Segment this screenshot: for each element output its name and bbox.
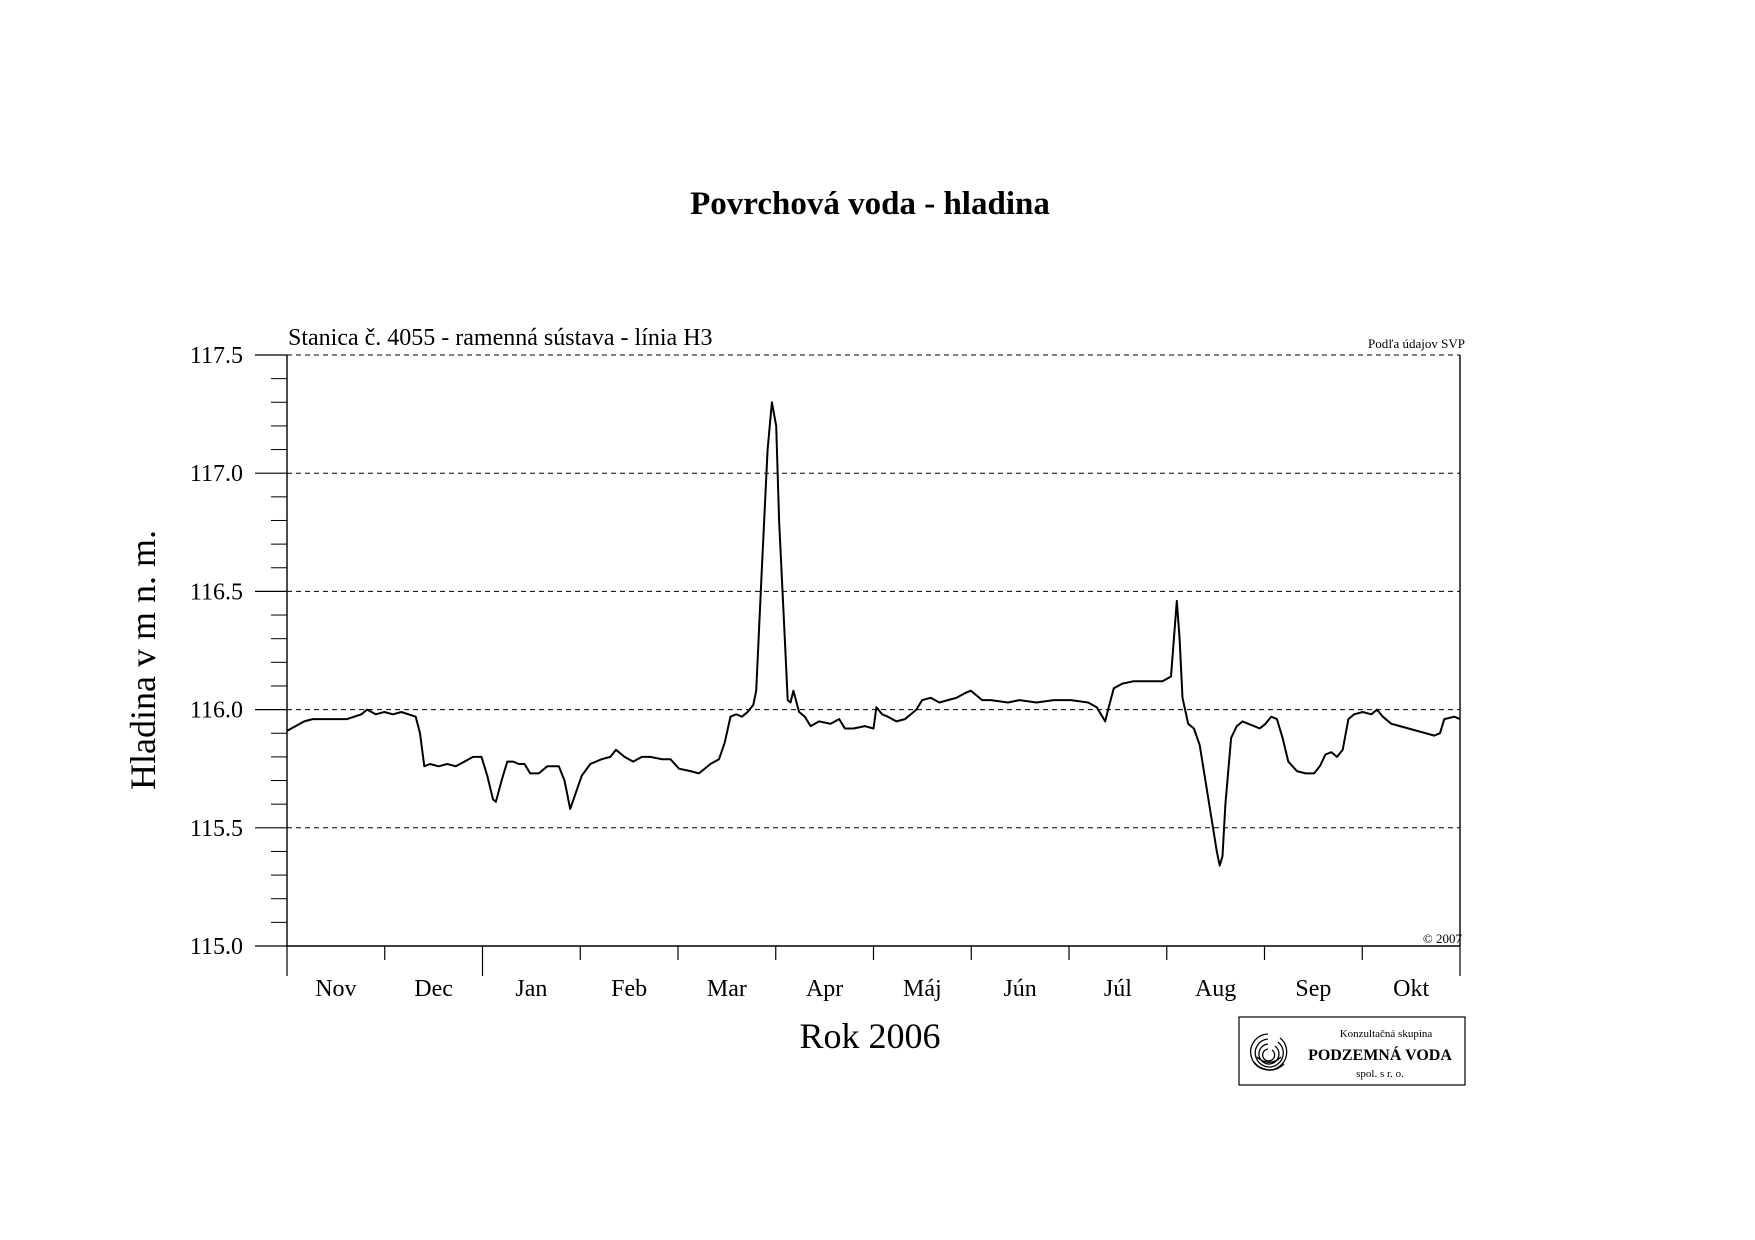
x-month-label: Feb	[611, 976, 647, 1002]
logo-frame	[1238, 1016, 1466, 1086]
x-month-label: Sep	[1295, 976, 1331, 1002]
series-line	[286, 401, 1461, 867]
x-tick-labels: Nov Dec Jan Feb Mar Apr Máj Jún Júl Aug Sep Okt	[315, 976, 1429, 1002]
y-tick-label: 115.5	[190, 816, 243, 842]
y-axis-label: Hladina v m n. m.	[123, 530, 163, 790]
copyright-note: © 2007	[1423, 931, 1463, 946]
grid	[287, 354, 1460, 829]
x-month-label: Aug	[1195, 976, 1236, 1002]
x-month-label: Dec	[414, 976, 453, 1002]
logo-line-2: PODZEMNÁ VODA	[1308, 1045, 1452, 1064]
axes	[255, 354, 1461, 976]
x-axis-label: Rok 2006	[799, 1016, 940, 1056]
x-month-label: Mar	[707, 976, 747, 1002]
y-tick-label: 116.0	[190, 698, 243, 724]
x-month-label: Apr	[806, 976, 843, 1002]
y-tick-labels: 115.0 115.5 116.0 116.5 117.0 117.5	[190, 343, 243, 960]
x-month-label: Máj	[903, 976, 942, 1002]
x-month-label: Nov	[315, 976, 356, 1002]
chart-title: Povrchová voda - hladina	[690, 186, 1050, 222]
y-tick-label: 117.0	[190, 461, 243, 487]
x-month-label: Jún	[1003, 976, 1036, 1002]
logo-line-1: Konzultačná skupina	[1340, 1028, 1433, 1040]
chart-subtitle: Stanica č. 4055 - ramenná sústava - líni…	[288, 325, 713, 351]
x-month-label: Júl	[1104, 976, 1132, 1002]
x-month-label: Jan	[515, 976, 547, 1002]
company-logo: Konzultačná skupina PODZEMNÁ VODA spol. …	[1238, 1016, 1466, 1086]
y-tick-label: 117.5	[190, 343, 243, 369]
y-tick-label: 116.5	[190, 579, 243, 605]
source-note: Podľa údajov SVP	[1368, 336, 1465, 351]
x-month-label: Okt	[1393, 976, 1429, 1002]
logo-line-3: spol. s r. o.	[1356, 1068, 1404, 1080]
spiral-logo-icon	[1250, 1033, 1288, 1071]
y-tick-label: 115.0	[190, 934, 243, 960]
